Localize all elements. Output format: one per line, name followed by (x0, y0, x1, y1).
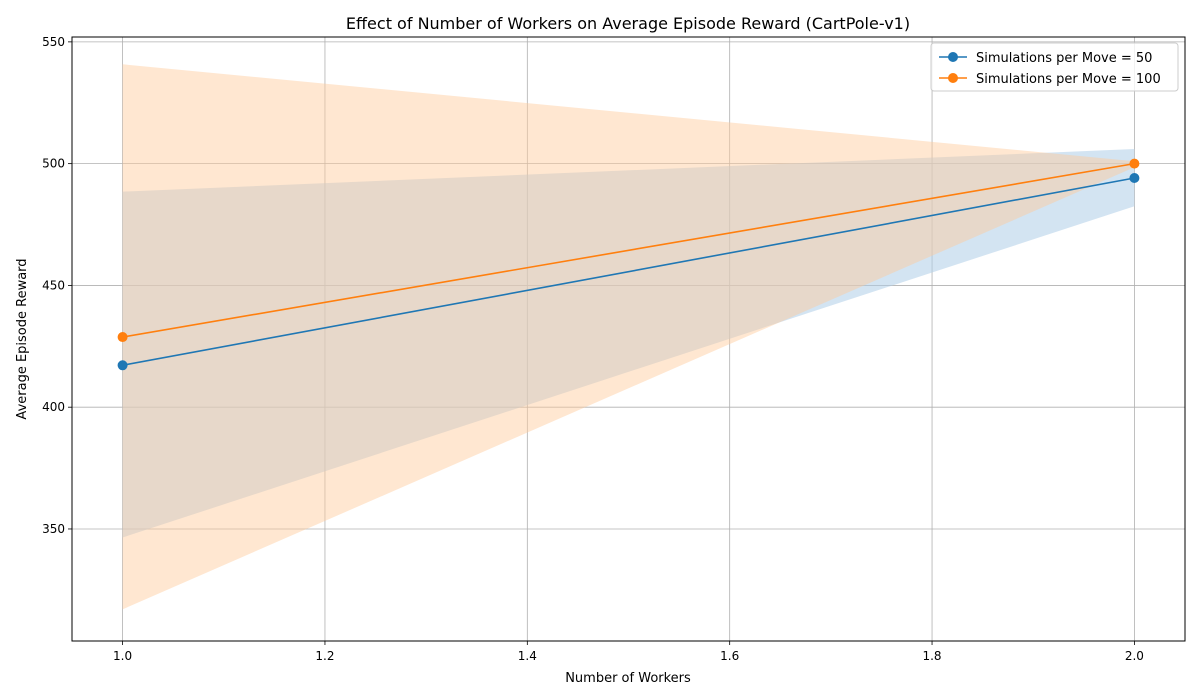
data-point-series-2 (1129, 158, 1140, 169)
y-tick-label: 400 (42, 400, 65, 414)
data-point-series-2 (117, 332, 128, 343)
x-tick-label: 1.6 (720, 649, 739, 663)
x-tick-label: 1.4 (518, 649, 537, 663)
x-tick-label: 1.8 (922, 649, 941, 663)
y-tick-label: 500 (42, 157, 65, 171)
y-tick-label: 450 (42, 278, 65, 292)
series-markers (117, 158, 1140, 371)
y-axis-label: Average Episode Reward (15, 258, 30, 419)
x-axis-ticks: 1.0 1.2 1.4 1.6 1.8 2.0 (113, 641, 1144, 663)
x-tick-label: 1.0 (113, 649, 132, 663)
x-tick-label: 2.0 (1125, 649, 1144, 663)
confidence-band-series-2 (122, 64, 1135, 610)
series-line-1 (122, 177, 1135, 367)
legend-box (930, 42, 1179, 92)
confidence-band-series-1 (122, 149, 1135, 538)
legend-marker-series-1 (948, 52, 958, 62)
x-axis-label: Number of Workers (565, 671, 691, 686)
legend: Simulations per Move = 50 Simulations per… (930, 42, 1179, 92)
x-tick-label: 1.2 (315, 649, 334, 663)
legend-marker-series-2 (948, 73, 958, 83)
data-point-series-1 (1129, 173, 1140, 184)
series-lines (122, 162, 1135, 367)
axes-frame (71, 36, 1186, 642)
data-point-series-1 (117, 360, 128, 371)
series-line-2 (122, 162, 1135, 338)
y-tick-label: 350 (42, 522, 65, 536)
y-axis-ticks: 350 400 450 500 550 (42, 35, 72, 536)
legend-label-series-1: Simulations per Move = 50 (976, 51, 1152, 66)
y-tick-label: 550 (42, 35, 65, 49)
legend-label-series-2: Simulations per Move = 100 (976, 72, 1161, 87)
confidence-bands (122, 64, 1135, 610)
chart-title: Effect of Number of Workers on Average E… (346, 14, 910, 33)
